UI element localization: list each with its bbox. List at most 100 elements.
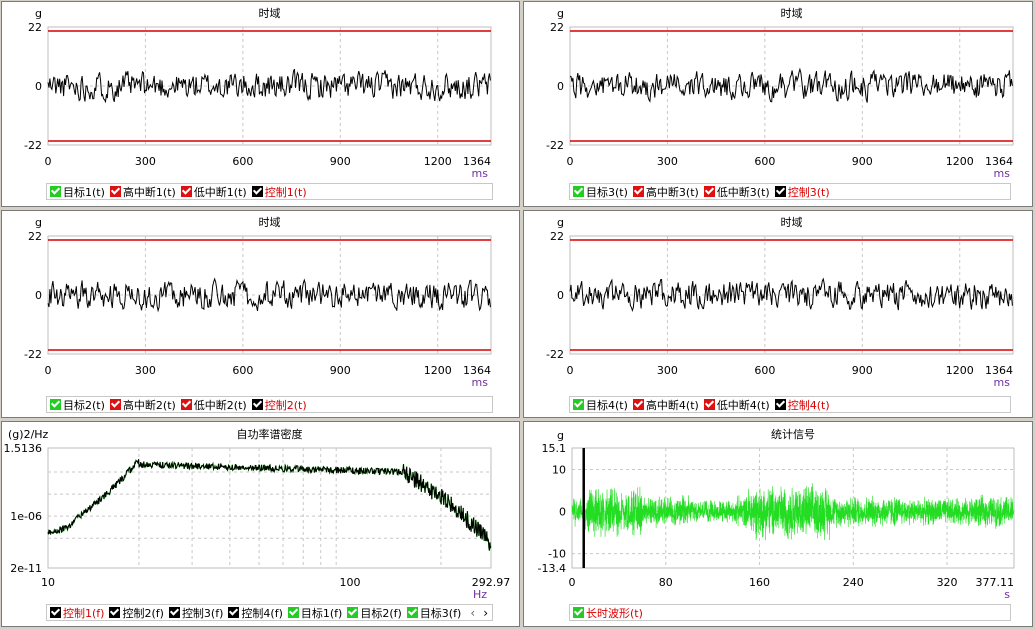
time-chart-panel-3: 时域 g 22 0 -22 0 300 600 900 1200 1364 ms 目标3(t) 高中断3… [523,1,1033,207]
checkbox-icon[interactable] [347,607,359,618]
legend-item[interactable]: 高中断3(t) [632,184,699,199]
x-tick-label: 900 [330,364,351,377]
checkbox-icon[interactable] [251,186,263,197]
legend-item[interactable]: 控制4(f) [228,605,283,620]
x-tick-label: 0 [569,576,576,589]
x-tick-label: 0 [567,364,574,377]
y-tick-label: 22 [28,21,42,34]
legend-label: 控制3(t) [787,185,830,199]
x-unit: ms [472,167,489,180]
checkbox-icon[interactable] [180,399,192,410]
checkbox-icon[interactable] [632,399,644,410]
checkbox-icon[interactable] [109,607,121,618]
legend-item[interactable]: 目标4(t) [573,397,628,412]
legend-item[interactable]: 低中断4(t) [703,397,770,412]
control-trace [47,277,491,313]
legend-label: 高中断3(t) [645,185,699,199]
x-tick-label: 1200 [946,364,974,377]
legend-item[interactable]: 高中断2(t) [109,397,176,412]
x-tick-label: 160 [749,576,770,589]
legend-item[interactable]: 目标1(t) [50,184,105,199]
checkbox-icon[interactable] [774,399,786,410]
checkbox-icon[interactable] [50,399,61,410]
legend-item[interactable]: 控制3(t) [774,184,830,199]
y-tick-label: 15.1 [542,442,567,455]
stat-legend: 长时波形(t) [569,604,1011,621]
checkbox-icon[interactable] [573,399,584,410]
legend-item[interactable]: 控制1(t) [251,184,307,199]
x-tick-label: 240 [843,576,864,589]
legend-label: 目标3(t) [586,185,628,199]
checkbox-icon[interactable] [228,607,240,618]
psd-legend: 控制1(f) 控制2(f) 控制3(f) 控制4(f) 目标1(f) 目标2(f) 目标3(… [46,604,493,621]
legend-item[interactable]: 低中断1(t) [180,184,247,199]
legend-label: 目标1(f) [300,606,343,620]
x-tick-label: 600 [754,155,775,168]
legend-item[interactable]: 目标1(f) [287,605,343,620]
legend-item[interactable]: 低中断2(t) [180,397,247,412]
checkbox-icon[interactable] [109,186,121,197]
stat-chart-panel: 统计信号 g 15.1 10 0 -10 -13.4 0 80 160 240 320 377.11 s … [523,421,1033,627]
legend-item[interactable]: 控制2(f) [109,605,164,620]
x-tick-label: 0 [45,364,52,377]
legend-label: 控制2(f) [122,606,164,620]
legend-scroll-right-button[interactable]: › [483,605,488,620]
x-tick-label: 300 [657,364,678,377]
legend-item[interactable]: 目标3(t) [573,184,628,199]
legend-label: 低中断4(t) [716,398,770,412]
legend-item[interactable]: 高中断1(t) [109,184,176,199]
y-unit: g [35,7,42,20]
legend-label: 控制4(t) [787,398,830,412]
checkbox-icon[interactable] [703,399,715,410]
checkbox-icon[interactable] [109,399,121,410]
legend-item[interactable]: 目标3(f) [406,605,461,620]
legend-label: 目标2(t) [63,398,105,412]
y-tick-label: 22 [550,21,564,34]
checkbox-icon[interactable] [774,186,786,197]
checkbox-icon[interactable] [168,607,180,618]
x-tick-label: 600 [754,364,775,377]
x-tick-label: 900 [852,155,873,168]
checkbox-icon[interactable] [50,186,61,197]
legend-label: 高中断2(t) [122,398,176,412]
chart-legend: 目标1(t) 高中断1(t) 低中断1(t) 控制1(t) [46,183,493,200]
legend-label: 控制1(t) [264,185,307,199]
checkbox-icon[interactable] [251,399,263,410]
x-tick-label: 292.97 [472,576,511,589]
control-trace [47,68,491,104]
legend-item[interactable]: 控制4(t) [774,397,830,412]
legend-scroll-left-button[interactable]: ‹ [470,605,476,620]
legend-label: 高中断1(t) [122,185,176,199]
legend-item[interactable]: 控制3(f) [168,605,223,620]
y-tick-label: 0 [35,80,42,93]
legend-item[interactable]: 低中断3(t) [703,184,770,199]
y-tick-label: 0 [557,80,564,93]
checkbox-icon[interactable] [180,186,192,197]
y-tick-label: -22 [24,348,42,361]
checkbox-icon[interactable] [287,607,299,618]
legend-item[interactable]: 目标2(f) [347,605,402,620]
chart-title: 统计信号 [771,428,815,441]
legend-item[interactable]: 目标2(t) [50,397,105,412]
checkbox-icon[interactable] [703,186,715,197]
checkbox-icon[interactable] [406,607,418,618]
legend-label: 长时波形(t) [586,606,643,620]
chart-legend: 目标3(t) 高中断3(t) 低中断3(t) 控制3(t) [569,183,1011,200]
x-unit: ms [472,376,489,389]
x-tick-label: 1364 [463,364,491,377]
checkbox-icon[interactable] [50,607,61,618]
x-tick-label: 1364 [985,364,1013,377]
x-tick-label: 900 [852,364,873,377]
y-tick-label: 22 [28,230,42,243]
checkbox-icon[interactable] [573,607,584,618]
legend-item[interactable]: 高中断4(t) [632,397,699,412]
checkbox-icon[interactable] [573,186,584,197]
checkbox-icon[interactable] [632,186,644,197]
legend-item[interactable]: 控制2(t) [251,397,307,412]
legend-item[interactable]: 控制1(f) [50,605,104,620]
time-chart-panel-4: 时域 g 22 0 -22 0 300 600 900 1200 1364 ms 目标4(t) 高中断4… [523,210,1033,418]
x-tick-label: 0 [567,155,574,168]
y-tick-label: -22 [24,139,42,152]
legend-item[interactable]: 长时波形(t) [573,605,643,620]
